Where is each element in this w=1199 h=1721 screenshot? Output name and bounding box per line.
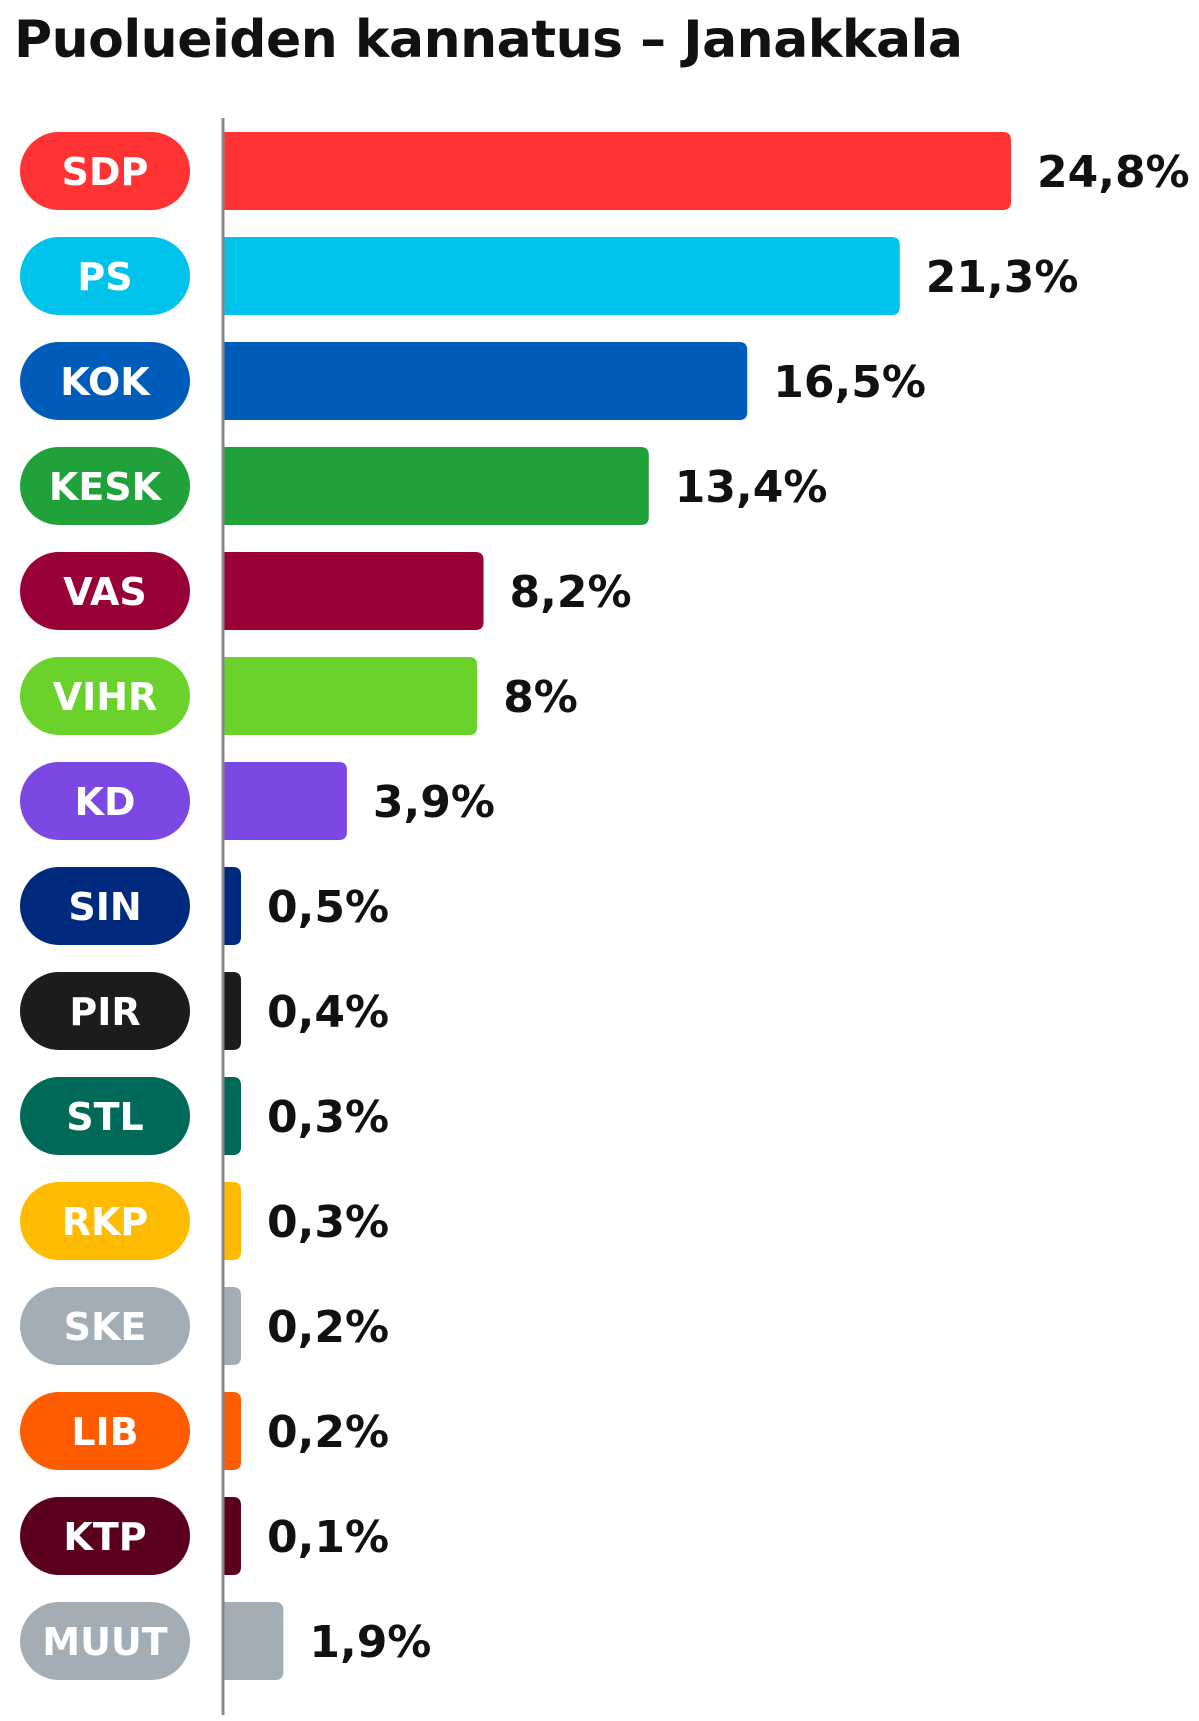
value-label-pir: 0,4%: [267, 987, 389, 1038]
category-label-ske: SKE: [64, 1305, 147, 1349]
value-label-sin: 0,5%: [267, 882, 389, 933]
value-label-rkp: 0,3%: [267, 1197, 389, 1248]
party-pill-stl: [20, 1077, 190, 1155]
value-label-muut: 1,9%: [309, 1617, 431, 1668]
bar-ske: [223, 1287, 241, 1365]
value-label-kd: 3,9%: [373, 777, 495, 828]
chart-title: Puolueiden kannatus – Janakkala: [14, 10, 963, 70]
category-label-stl: STL: [66, 1095, 144, 1139]
party-pill-ske: [20, 1287, 190, 1365]
value-label-kesk: 13,4%: [675, 462, 828, 513]
value-label-ske: 0,2%: [267, 1302, 389, 1353]
bar-kesk: [223, 447, 649, 525]
party-pill-kd: [20, 762, 190, 840]
value-label-vihr: 8%: [503, 672, 578, 723]
bar-sdp: [223, 132, 1011, 210]
value-label-ktp: 0,1%: [267, 1512, 389, 1563]
party-pill-kok: [20, 342, 190, 420]
bar-kd: [223, 762, 347, 840]
party-pill-kesk: [20, 447, 190, 525]
category-label-muut: MUUT: [42, 1620, 168, 1664]
category-label-kd: KD: [75, 780, 136, 824]
party-pill-vihr: [20, 657, 190, 735]
category-label-kesk: KESK: [49, 465, 163, 509]
party-pill-vas: [20, 552, 190, 630]
category-label-kok: KOK: [60, 360, 151, 404]
party-pill-ps: [20, 237, 190, 315]
category-label-vihr: VIHR: [53, 675, 158, 719]
party-pill-sdp: [20, 132, 190, 210]
value-label-vas: 8,2%: [510, 567, 632, 618]
category-label-rkp: RKP: [62, 1200, 149, 1244]
party-pill-ktp: [20, 1497, 190, 1575]
category-label-sin: SIN: [68, 885, 141, 929]
bar-rkp: [223, 1182, 241, 1260]
value-label-kok: 16,5%: [773, 357, 926, 408]
bar-muut: [223, 1602, 284, 1680]
value-label-ps: 21,3%: [926, 252, 1079, 303]
bar-pir: [223, 972, 241, 1050]
bar-kok: [223, 342, 748, 420]
party-pill-rkp: [20, 1182, 190, 1260]
category-label-lib: LIB: [71, 1410, 138, 1454]
bar-vas: [223, 552, 484, 630]
party-pill-sin: [20, 867, 190, 945]
value-label-stl: 0,3%: [267, 1092, 389, 1143]
value-label-lib: 0,2%: [267, 1407, 389, 1458]
party-pill-lib: [20, 1392, 190, 1470]
bar-lib: [223, 1392, 241, 1470]
bar-sin: [223, 867, 241, 945]
bar-ktp: [223, 1497, 241, 1575]
bar-ps: [223, 237, 900, 315]
category-label-ktp: KTP: [63, 1515, 146, 1559]
bar-vihr: [223, 657, 478, 735]
category-label-ps: PS: [77, 255, 132, 299]
party-pill-muut: [20, 1602, 190, 1680]
category-label-vas: VAS: [63, 570, 147, 614]
bar-stl: [223, 1077, 241, 1155]
party-pill-pir: [20, 972, 190, 1050]
category-label-sdp: SDP: [62, 150, 149, 194]
value-label-sdp: 24,8%: [1037, 147, 1190, 198]
category-label-pir: PIR: [69, 990, 140, 1034]
